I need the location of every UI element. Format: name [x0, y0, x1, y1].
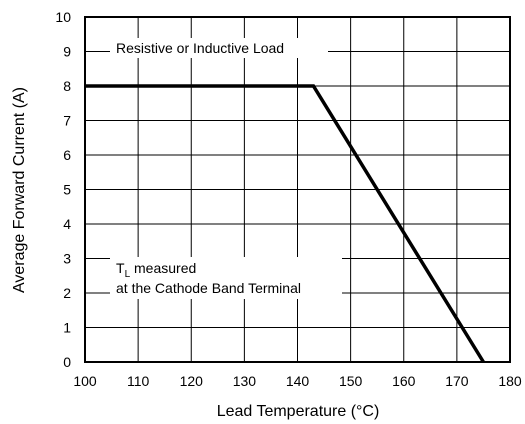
x-tick-label: 130	[233, 373, 257, 389]
y-tick-label: 3	[63, 251, 71, 267]
x-tick-label: 140	[286, 373, 310, 389]
y-tick-label: 10	[55, 9, 71, 25]
y-tick-label: 6	[63, 147, 71, 163]
tl-annotation-rest: measured	[130, 260, 196, 276]
x-axis-title: Lead Temperature (°C)	[217, 403, 380, 420]
x-tick-labels: 100 110 120 130 140 150 160 170 180	[73, 373, 522, 389]
y-tick-label: 1	[63, 320, 71, 336]
x-tick-label: 180	[498, 373, 522, 389]
y-tick-label: 9	[63, 44, 71, 60]
tl-annotation-bg	[110, 257, 342, 299]
x-tick-label: 100	[73, 373, 97, 389]
y-tick-label: 8	[63, 78, 71, 94]
x-tick-label: 160	[392, 373, 416, 389]
tl-annotation-line1: TL measured	[116, 260, 196, 280]
x-tick-label: 110	[127, 373, 150, 389]
series-line	[85, 84, 485, 363]
tl-annotation-symbol: T	[116, 260, 125, 276]
y-tick-label: 2	[63, 285, 71, 301]
y-tick-label: 4	[63, 216, 71, 232]
y-axis-title: Average Forward Current (A)	[11, 87, 28, 293]
plot-frame	[84, 16, 511, 363]
x-tick-label: 170	[445, 373, 469, 389]
tl-annotation-line2: at the Cathode Band Terminal	[116, 280, 301, 296]
tl-annotation-subscript: L	[125, 269, 131, 280]
x-tick-label: 150	[339, 373, 363, 389]
y-tick-label: 7	[63, 113, 71, 129]
grid	[85, 17, 510, 362]
load-annotation-bg	[110, 38, 328, 58]
y-tick-labels: 0 1 2 3 4 5 6 7 8 9 10	[55, 9, 71, 370]
load-annotation: Resistive or Inductive Load	[116, 40, 284, 56]
x-tick-label: 120	[180, 373, 204, 389]
y-tick-label: 5	[63, 182, 71, 198]
y-tick-label: 0	[63, 354, 71, 370]
series-group	[85, 84, 485, 363]
